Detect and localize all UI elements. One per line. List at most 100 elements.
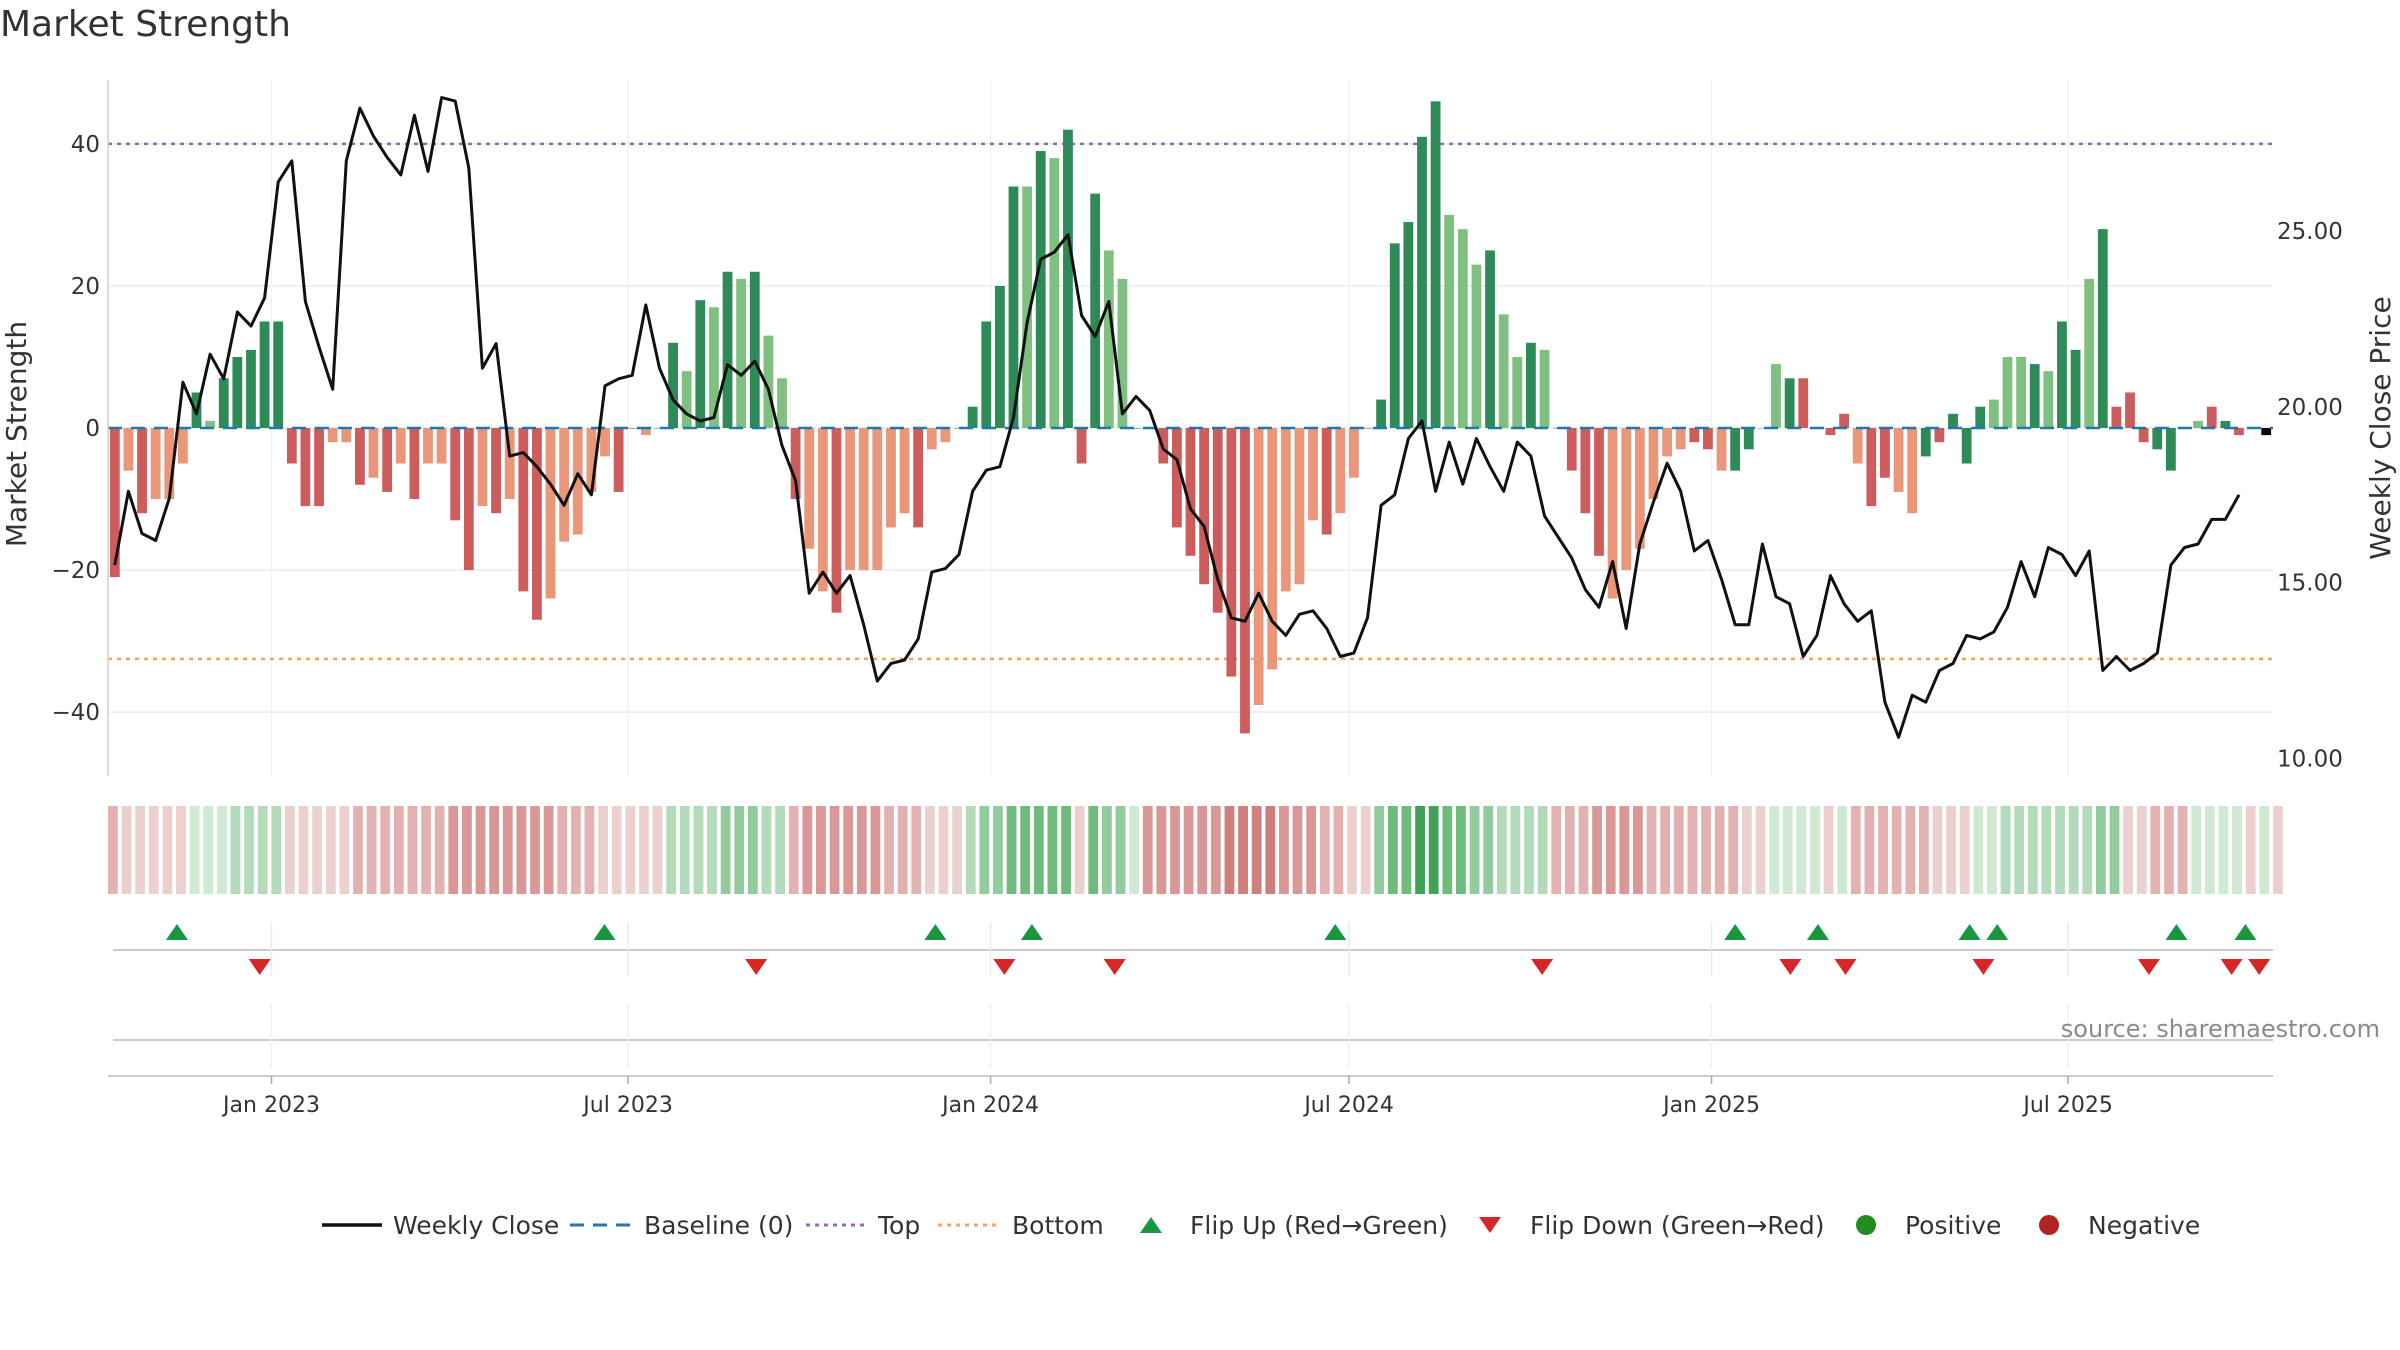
legend: Weekly Close Baseline (0) Top Bottom Flip Up… xyxy=(322,1211,2200,1240)
heatmap-cell xyxy=(285,806,295,894)
heatmap-cell xyxy=(965,806,976,894)
heatmap-cell xyxy=(1279,806,1289,894)
strength-bar xyxy=(1757,428,1768,429)
heatmap-cell xyxy=(2232,806,2242,894)
legend-label: Baseline (0) xyxy=(644,1211,793,1240)
heatmap-cell xyxy=(1374,806,1385,894)
legend-flip-down-swatch xyxy=(1479,1217,1501,1233)
heatmap-cell xyxy=(1850,806,1861,894)
strength-bar xyxy=(1253,428,1264,705)
strength-bar xyxy=(1716,428,1727,471)
right-tick-label: 25.00 xyxy=(2277,219,2343,245)
left-tick-label: −20 xyxy=(51,558,100,584)
weekly-close-line-layer xyxy=(113,96,2241,739)
strength-bar xyxy=(177,428,188,464)
strength-bar xyxy=(1839,413,1849,428)
heatmap-cell xyxy=(802,806,813,894)
flip-down-marker xyxy=(1103,959,1126,975)
heatmap-cell xyxy=(1033,806,1044,894)
heatmap-cell xyxy=(720,806,731,894)
heatmap-cell xyxy=(1061,806,1071,894)
strength-bar xyxy=(858,428,869,571)
strength-bar xyxy=(2084,278,2095,428)
heatmap-cell xyxy=(1306,806,1317,894)
strength-bar xyxy=(1022,186,1033,428)
heatmap-cell xyxy=(1741,806,1752,894)
chart-title: Market Strength xyxy=(0,4,291,45)
flip-down-marker xyxy=(745,959,768,975)
strength-bar xyxy=(1893,428,1904,492)
heatmap-cell xyxy=(884,806,894,894)
strength-bar xyxy=(1267,428,1278,670)
heatmap-cell xyxy=(1197,806,1208,894)
heatmap-cell xyxy=(543,806,554,894)
strength-bar xyxy=(722,271,733,428)
strength-bar xyxy=(2234,428,2244,436)
heatmap-cell xyxy=(843,806,854,894)
heatmap-cell xyxy=(2041,806,2052,894)
strength-bar xyxy=(1362,428,1373,429)
right-tick-label: 15.00 xyxy=(2277,571,2343,597)
heatmap-cell xyxy=(1537,806,1548,894)
heatmap-cell xyxy=(1456,806,1466,894)
heatmap-cell xyxy=(1333,806,1344,894)
heatmap-cell xyxy=(2055,806,2065,894)
strength-bar xyxy=(1348,428,1359,478)
heatmap-cell xyxy=(1442,806,1453,894)
heatmap-cell xyxy=(1878,806,1888,894)
legend-item: Flip Up (Red→Green) xyxy=(1140,1211,1448,1240)
strength-bar xyxy=(1035,151,1046,429)
left-tick-label: 40 xyxy=(71,132,100,158)
heatmap-cell xyxy=(611,806,622,894)
heatmap-cell xyxy=(1510,806,1521,894)
heatmap-cell xyxy=(2259,806,2270,894)
flip-up-marker xyxy=(1806,924,1829,940)
heatmap-cell xyxy=(1347,806,1357,894)
strength-bar xyxy=(967,406,978,428)
heatmap-cell xyxy=(993,806,1003,894)
heatmap-cell xyxy=(938,806,949,894)
strength-bar xyxy=(899,428,910,514)
heatmap-cell xyxy=(462,806,472,894)
strength-bar xyxy=(1280,428,1291,592)
strength-bar xyxy=(218,378,229,428)
heatmap-cell xyxy=(271,806,282,894)
heatmap-cell xyxy=(2109,806,2120,894)
strength-bar xyxy=(2152,428,2163,450)
heatmap-cell xyxy=(1020,806,1031,894)
strength-bar xyxy=(994,285,1005,428)
heatmap-cell xyxy=(1578,806,1589,894)
strength-bar xyxy=(1308,428,1318,521)
strength-bar xyxy=(286,428,297,464)
left-axis-label: Market Strength xyxy=(0,321,33,547)
heatmap-cell xyxy=(924,806,935,894)
heatmap-cell xyxy=(2123,806,2134,894)
strength-bar xyxy=(1117,278,1128,428)
heatmap-cell xyxy=(1428,806,1439,894)
heatmap-cell xyxy=(121,806,132,894)
strength-bar xyxy=(1498,314,1509,428)
strength-bar xyxy=(600,428,610,457)
strength-bar xyxy=(1662,428,1672,457)
legend-label: Negative xyxy=(2088,1211,2200,1240)
flip-down-marker xyxy=(1972,959,1995,975)
heatmap-cell xyxy=(693,806,704,894)
strength-bar xyxy=(545,428,556,599)
heatmap-cell xyxy=(1074,806,1085,894)
strength-bar xyxy=(2070,349,2081,428)
heatmap-cell xyxy=(421,806,431,894)
heatmap-cell xyxy=(2273,806,2283,894)
legend-positive-swatch xyxy=(1856,1215,1876,1235)
strength-bar xyxy=(1376,399,1387,428)
strength-bar xyxy=(273,321,284,428)
heatmap-cell xyxy=(2136,806,2147,894)
strength-bar xyxy=(1825,428,1836,436)
strength-bar xyxy=(1689,428,1700,443)
strength-bar xyxy=(1049,158,1060,429)
strength-bar xyxy=(1988,399,1999,428)
heatmap-cell xyxy=(1755,806,1766,894)
strength-bar xyxy=(1321,428,1332,535)
heatmap-cell xyxy=(598,806,608,894)
strength-bar xyxy=(681,371,692,428)
